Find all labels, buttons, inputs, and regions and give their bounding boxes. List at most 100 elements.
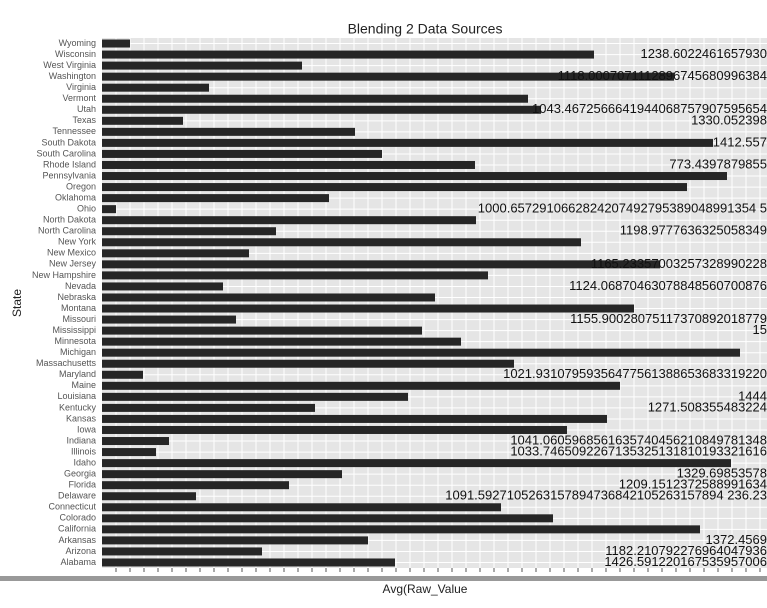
bar <box>102 205 116 214</box>
y-tick-label: Wisconsin <box>55 49 96 59</box>
bar <box>102 326 422 335</box>
y-axis-label: State <box>10 289 24 317</box>
bar <box>102 194 329 203</box>
annotation: 1271.508355483224 <box>648 399 767 414</box>
y-tick-label: Michigan <box>60 347 96 357</box>
y-tick-label: Illinois <box>71 446 97 456</box>
y-tick-label: West Virginia <box>43 60 96 70</box>
bar <box>102 105 541 114</box>
bar <box>102 558 395 567</box>
y-tick-label: Ohio <box>77 204 96 214</box>
y-tick-label: Colorado <box>59 513 96 523</box>
bar <box>102 414 607 423</box>
bar <box>102 61 302 70</box>
bar <box>102 149 382 158</box>
y-tick-label: Rhode Island <box>43 159 96 169</box>
bar <box>102 271 488 280</box>
annotation: 1021.93107959356477561388653683319220 <box>503 366 767 381</box>
bar <box>102 525 700 534</box>
y-tick-label: Nebraska <box>57 292 96 302</box>
bars <box>102 39 740 567</box>
bar <box>102 249 249 258</box>
bar <box>102 459 731 468</box>
bar <box>102 359 514 368</box>
y-tick-label: Wyoming <box>59 38 96 48</box>
annotation: 1000.6572910662824207492795389048991354 … <box>478 201 767 216</box>
y-tick-label: Washington <box>49 71 96 81</box>
bar <box>102 138 713 147</box>
y-tick-label: Kentucky <box>59 402 97 412</box>
bar <box>102 448 156 457</box>
bar <box>102 39 130 48</box>
y-tick-label: Kansas <box>66 413 97 423</box>
annotation: 1198.9777636325058349 <box>620 223 767 238</box>
bar <box>102 492 196 501</box>
annotation: 1426.591220167535957006 <box>604 554 767 569</box>
y-tick-label: Louisiana <box>57 391 96 401</box>
y-tick-label: Arizona <box>65 546 96 556</box>
bar <box>102 315 236 324</box>
y-tick-label: Alabama <box>60 557 96 567</box>
bar <box>102 503 501 512</box>
y-tick-label: Tennessee <box>52 126 96 136</box>
bar <box>102 83 209 92</box>
y-tick-label: Montana <box>61 303 96 313</box>
y-tick-label: Massachusetts <box>36 358 97 368</box>
y-tick-label: Oregon <box>66 181 96 191</box>
annotation: 1329.69853578 <box>677 466 767 481</box>
bar <box>102 216 476 225</box>
annotation: 1124.06870463078848560700876 <box>569 278 767 293</box>
annotation: 1155.90028075117370892018779 <box>570 311 767 326</box>
y-tick-label: New Mexico <box>47 248 96 258</box>
annotation: 1209.1512372588991634 <box>619 477 767 492</box>
bar <box>102 547 262 556</box>
y-tick-label: North Dakota <box>43 215 96 225</box>
annotation: 1041.0605968561635740456210849781348 <box>510 432 767 447</box>
y-tick-label: Maryland <box>59 369 96 379</box>
y-tick-label: New Jersey <box>49 259 97 269</box>
y-tick-label: Iowa <box>77 424 96 434</box>
annotation: 1330.052398 <box>691 112 767 127</box>
annotation: 1412.557 <box>713 134 767 149</box>
y-tick-label: Georgia <box>64 469 96 479</box>
bar <box>102 304 634 313</box>
y-tick-label: Arkansas <box>58 535 96 545</box>
y-tick-label: Virginia <box>66 82 96 92</box>
bar <box>102 183 687 192</box>
y-tick-label: Delaware <box>58 491 96 501</box>
bar <box>102 260 660 269</box>
bar <box>102 94 528 103</box>
bar <box>102 392 408 401</box>
y-tick-label: Minnesota <box>54 336 96 346</box>
y-tick-label: Maine <box>71 380 96 390</box>
y-tick-label: Mississippi <box>52 325 96 335</box>
annotation: 1091.5927105263157894736842105263157894 … <box>445 488 767 503</box>
bar <box>102 425 567 434</box>
y-tick-label: Oklahoma <box>55 192 96 202</box>
bar <box>102 116 183 125</box>
bar <box>102 348 740 357</box>
bar <box>102 337 461 346</box>
y-tick-label: Vermont <box>62 93 96 103</box>
bar <box>102 514 553 523</box>
bar <box>102 172 727 181</box>
bar <box>102 72 674 81</box>
chart-title: Blending 2 Data Sources <box>348 21 503 37</box>
annotation: 15 <box>753 322 767 337</box>
bar <box>102 470 342 479</box>
y-tick-label: Florida <box>68 480 96 490</box>
annotation: 1444 <box>738 388 767 403</box>
bar <box>102 238 581 247</box>
x-axis-label: Avg(Raw_Value <box>383 582 468 596</box>
y-tick-label: Indiana <box>66 435 96 445</box>
bar <box>102 437 169 446</box>
bar <box>102 127 355 136</box>
y-tick-label: Nevada <box>65 281 96 291</box>
bar <box>102 403 315 412</box>
y-tick-label: Texas <box>72 115 96 125</box>
annotation: 1372.4569 <box>706 532 767 547</box>
annotation: 1182.210792276964047936 <box>605 543 767 558</box>
bar <box>102 536 368 545</box>
